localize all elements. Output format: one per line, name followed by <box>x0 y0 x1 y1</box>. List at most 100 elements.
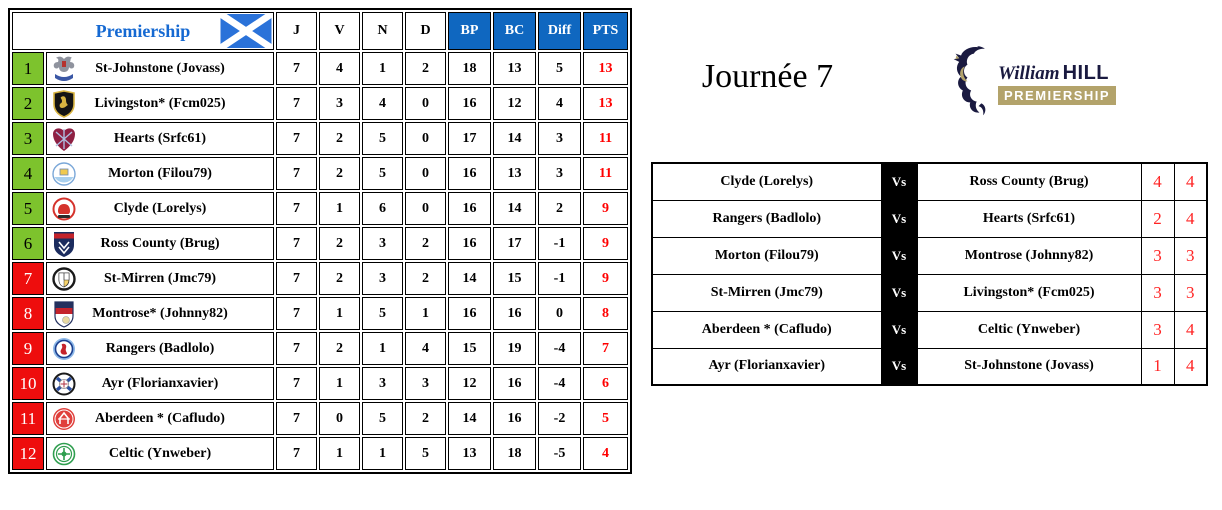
position-cell: 4 <box>12 157 44 190</box>
cell-draws: 1 <box>362 332 403 365</box>
home-score: 3 <box>1140 310 1175 349</box>
cell-wins: 1 <box>319 192 360 225</box>
cell-goal-diff: -2 <box>538 402 581 435</box>
home-team: Ayr (Florianxavier) <box>651 347 882 386</box>
cell-goals-for: 18 <box>448 52 491 85</box>
cell-losses: 0 <box>405 157 446 190</box>
cell-goals-for: 14 <box>448 262 491 295</box>
cell-points: 9 <box>583 192 628 225</box>
cell-wins: 1 <box>319 367 360 400</box>
team-name: Ross County (Brug) <box>100 235 220 251</box>
club-crest-icon <box>52 230 76 258</box>
away-score: 3 <box>1173 273 1208 312</box>
brand-text-block: William HILL PREMIERSHIP <box>998 62 1117 105</box>
cell-goal-diff: 3 <box>538 157 581 190</box>
cell-goals-against: 12 <box>493 87 536 120</box>
cell-points: 5 <box>583 402 628 435</box>
home-team: St-Mirren (Jmc79) <box>651 273 882 312</box>
cell-points: 13 <box>583 52 628 85</box>
club-crest-icon <box>52 265 76 293</box>
cell-goals-against: 16 <box>493 402 536 435</box>
team-cell: St-Mirren (Jmc79) <box>46 262 274 295</box>
team-name: St-Johnstone (Jovass) <box>95 60 225 76</box>
cell-played: 7 <box>276 122 317 155</box>
standings-row: 12 Celtic (Ynweber) 7 1 1 5 13 18 -5 4 <box>12 437 628 470</box>
fixture-row: Morton (Filou79) Vs Montrose (Johnny82) … <box>651 236 1208 275</box>
team-cell: Celtic (Ynweber) <box>46 437 274 470</box>
cell-goals-for: 16 <box>448 87 491 120</box>
cell-goals-against: 14 <box>493 192 536 225</box>
team-name: Ayr (Florianxavier) <box>101 375 219 391</box>
cell-losses: 2 <box>405 402 446 435</box>
vs-cell: Vs <box>880 310 918 349</box>
cell-wins: 3 <box>319 87 360 120</box>
home-team: Clyde (Lorelys) <box>651 162 882 201</box>
cell-played: 7 <box>276 227 317 260</box>
position-cell: 3 <box>12 122 44 155</box>
away-score: 4 <box>1173 199 1208 238</box>
vs-cell: Vs <box>880 236 918 275</box>
home-score: 3 <box>1140 273 1175 312</box>
team-cell: St-Johnstone (Jovass) <box>46 52 274 85</box>
cell-played: 7 <box>276 367 317 400</box>
standings-row: 4 Morton (Filou79) 7 2 5 0 16 13 3 11 <box>12 157 628 190</box>
club-crest-icon <box>52 335 76 363</box>
home-score: 2 <box>1140 199 1175 238</box>
cell-goal-diff: -1 <box>538 227 581 260</box>
cell-points: 11 <box>583 157 628 190</box>
team-cell: Ross County (Brug) <box>46 227 274 260</box>
matchday-title: Journée 7 <box>701 58 834 95</box>
team-name: Rangers (Badlolo) <box>105 340 215 356</box>
cell-goals-against: 16 <box>493 367 536 400</box>
cell-goals-for: 16 <box>448 297 491 330</box>
position-cell: 10 <box>12 367 44 400</box>
position-cell: 9 <box>12 332 44 365</box>
cell-wins: 2 <box>319 227 360 260</box>
position-cell: 5 <box>12 192 44 225</box>
cell-played: 7 <box>276 192 317 225</box>
cell-points: 8 <box>583 297 628 330</box>
team-cell: Livingston* (Fcm025) <box>46 87 274 120</box>
cell-losses: 2 <box>405 52 446 85</box>
position-cell: 8 <box>12 297 44 330</box>
home-team: Morton (Filou79) <box>651 236 882 275</box>
cell-goal-diff: -5 <box>538 437 581 470</box>
cell-points: 7 <box>583 332 628 365</box>
col-header-diff: Diff <box>538 12 581 50</box>
col-header-bc: BC <box>493 12 536 50</box>
away-team: Montrose (Johnny82) <box>916 236 1142 275</box>
club-crest-icon <box>52 125 76 153</box>
away-team: Hearts (Srfc61) <box>916 199 1142 238</box>
cell-played: 7 <box>276 297 317 330</box>
brand-hill-text: HILL <box>1062 62 1110 84</box>
position-cell: 11 <box>12 402 44 435</box>
cell-draws: 5 <box>362 157 403 190</box>
cell-losses: 3 <box>405 367 446 400</box>
standings-header-row: Premiership J V N D BP BC Diff PTS <box>12 12 628 50</box>
position-cell: 2 <box>12 87 44 120</box>
cell-goals-against: 14 <box>493 122 536 155</box>
league-title-cell: Premiership <box>12 12 274 50</box>
position-cell: 6 <box>12 227 44 260</box>
team-name: Montrose* (Johnny82) <box>92 305 228 321</box>
cell-losses: 1 <box>405 297 446 330</box>
cell-draws: 5 <box>362 122 403 155</box>
home-score: 3 <box>1140 236 1175 275</box>
cell-goals-against: 13 <box>493 157 536 190</box>
cell-goals-for: 16 <box>448 227 491 260</box>
home-score: 4 <box>1140 162 1175 201</box>
club-crest-icon <box>52 300 76 328</box>
team-name: Hearts (Srfc61) <box>113 130 207 146</box>
fixture-row: Aberdeen * (Cafludo) Vs Celtic (Ynweber)… <box>651 310 1208 349</box>
cell-losses: 2 <box>405 227 446 260</box>
vs-cell: Vs <box>880 273 918 312</box>
fixture-row: Ayr (Florianxavier) Vs St-Johnstone (Jov… <box>651 347 1208 386</box>
cell-played: 7 <box>276 332 317 365</box>
cell-draws: 1 <box>362 52 403 85</box>
team-cell: Ayr (Florianxavier) <box>46 367 274 400</box>
cell-wins: 2 <box>319 157 360 190</box>
away-score: 4 <box>1173 310 1208 349</box>
fixture-row: St-Mirren (Jmc79) Vs Livingston* (Fcm025… <box>651 273 1208 312</box>
col-header-d: D <box>405 12 446 50</box>
